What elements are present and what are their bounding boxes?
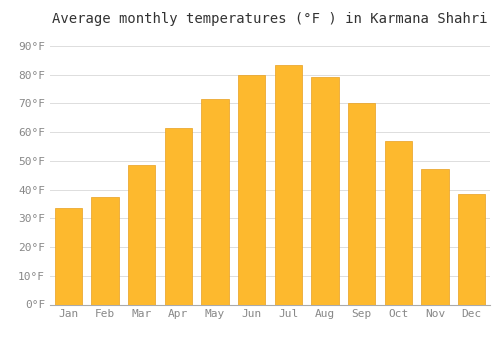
Bar — [164, 128, 192, 304]
Bar — [238, 75, 266, 304]
Bar — [91, 197, 119, 304]
Bar — [348, 103, 376, 304]
Bar — [274, 64, 302, 304]
Bar — [201, 99, 229, 304]
Title: Average monthly temperatures (°F ) in Karmana Shahri: Average monthly temperatures (°F ) in Ka… — [52, 12, 488, 26]
Bar — [458, 194, 485, 304]
Bar — [128, 165, 156, 304]
Bar — [54, 208, 82, 304]
Bar — [384, 141, 412, 304]
Bar — [421, 169, 448, 304]
Bar — [311, 77, 339, 304]
